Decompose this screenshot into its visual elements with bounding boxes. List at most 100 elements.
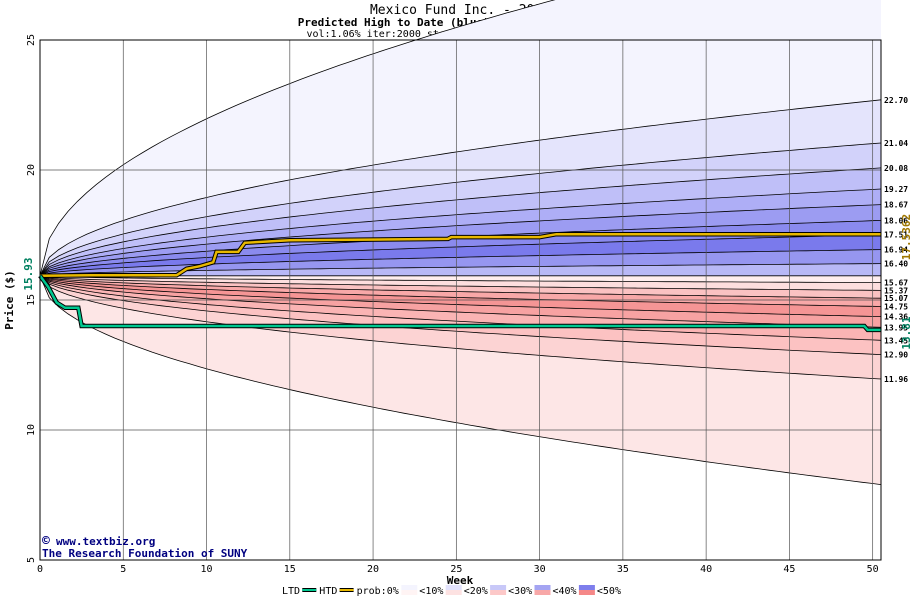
level-line [39, 234, 882, 277]
level-line [39, 188, 882, 277]
level-line [39, 275, 882, 485]
upper-band [40, 189, 881, 276]
x-tick-label: 35 [617, 564, 629, 575]
legend-swatch [445, 590, 462, 595]
legend-swatch [401, 585, 418, 590]
series-lines [38, 231, 881, 333]
level-line [39, 142, 882, 277]
level-line [39, 167, 882, 277]
legend: LTD HTD prob:0% <10% <20% <30% <40% <50% [282, 585, 621, 597]
level-line [39, 275, 882, 291]
upper-band [40, 143, 881, 276]
level-label: 16.94 [884, 246, 908, 255]
level-label: 11.96 [884, 375, 908, 384]
copyright-icon: © [42, 534, 50, 549]
x-tick-label: 15 [284, 564, 296, 575]
y-tick-label: 10 [26, 424, 37, 436]
upper-band [40, 99, 881, 276]
lower-band [40, 275, 881, 299]
upper-band [40, 263, 881, 276]
legend-swatch [490, 585, 507, 590]
upper-band [40, 249, 881, 276]
level-label: 15.37 [884, 286, 908, 295]
level-label: 12.90 [884, 351, 908, 360]
legend-swatch [534, 590, 551, 595]
plot-border [39, 39, 882, 561]
ltd-end-label: 13.81 [900, 316, 913, 349]
legend-swatch [534, 585, 551, 590]
legend-swatch [445, 585, 462, 590]
y-tick-label: 5 [26, 557, 37, 563]
level-label: 20.08 [884, 164, 908, 173]
level-label: 14.36 [884, 313, 908, 322]
level-line [39, 275, 882, 380]
x-axis-label: Week [447, 574, 474, 587]
lower-band [40, 275, 881, 283]
level-line [39, 275, 882, 328]
level-label: 13.95 [884, 323, 908, 332]
level-line [39, 275, 882, 341]
y-tick-label: 15 [26, 294, 37, 306]
x-tick-label: 40 [700, 564, 712, 575]
legend-swatch [578, 585, 595, 590]
htd-end-label: 17.5362 [900, 214, 913, 260]
x-tick-labels: 0 5 10 15 20 25 30 35 40 45 50 [37, 564, 879, 575]
legend-item-label: <30% [508, 586, 532, 597]
level-label: 15.07 [884, 294, 908, 303]
legend-ltd-label: LTD [282, 586, 300, 597]
legend-swatch [490, 590, 507, 595]
level-line [39, 275, 882, 283]
credit: © www.textbiz.org The Research Foundatio… [42, 534, 248, 560]
level-label: 22.70 [884, 96, 908, 105]
legend-htd-label: HTD [319, 586, 337, 597]
x-tick-label: 50 [867, 564, 879, 575]
y-tick-label: 25 [26, 34, 37, 46]
level-label: 21.04 [884, 139, 908, 148]
lower-band [40, 275, 881, 307]
level-label: 16.40 [884, 260, 908, 269]
level-labels: 22.70 21.04 20.08 19.27 18.67 18.06 17.51 16.94… [884, 96, 908, 384]
x-tick-label: 5 [120, 564, 126, 575]
y-tick-label: 20 [26, 164, 37, 176]
start-price-label: 15.93 [22, 257, 35, 290]
level-label: 17.51 [884, 231, 908, 240]
x-tick-label: 10 [201, 564, 213, 575]
x-tick-label: 30 [534, 564, 546, 575]
legend-swatch [578, 590, 595, 595]
credit-url[interactable]: www.textbiz.org [56, 535, 155, 548]
upper-band [40, 0, 881, 276]
level-line [39, 0, 556, 276]
legend-item-label: <50% [597, 586, 621, 597]
level-label: 19.27 [884, 185, 908, 194]
lower-band [40, 275, 881, 328]
upper-band [40, 234, 881, 276]
level-line [39, 275, 882, 355]
legend-item-label: <20% [464, 586, 488, 597]
upper-band [40, 167, 881, 276]
htd-series-line [39, 232, 881, 278]
lower-band [40, 275, 881, 355]
plot-area [38, 0, 882, 561]
legend-item-label: <10% [419, 586, 443, 597]
legend-swatch [401, 590, 418, 595]
level-label: 18.06 [884, 216, 908, 225]
level-label: 13.45 [884, 336, 908, 345]
level-label: 14.75 [884, 303, 908, 312]
level-line [39, 99, 882, 276]
level-line [39, 204, 882, 277]
level-line [39, 249, 882, 277]
level-line [39, 275, 882, 317]
x-tick-label: 45 [783, 564, 795, 575]
y-tick-labels: 5 10 15 20 25 [26, 34, 37, 563]
y-axis-label: Price ($) [3, 270, 16, 330]
lower-band [40, 275, 881, 379]
legend-item-label: <40% [553, 586, 577, 597]
level-label: 18.67 [884, 201, 908, 210]
x-tick-label: 25 [450, 564, 462, 575]
ltd-series-line [38, 275, 881, 332]
x-tick-label: 0 [37, 564, 43, 575]
level-line [39, 275, 882, 299]
credit-organization: The Research Foundation of SUNY [42, 547, 248, 560]
level-label: 15.67 [884, 279, 908, 288]
